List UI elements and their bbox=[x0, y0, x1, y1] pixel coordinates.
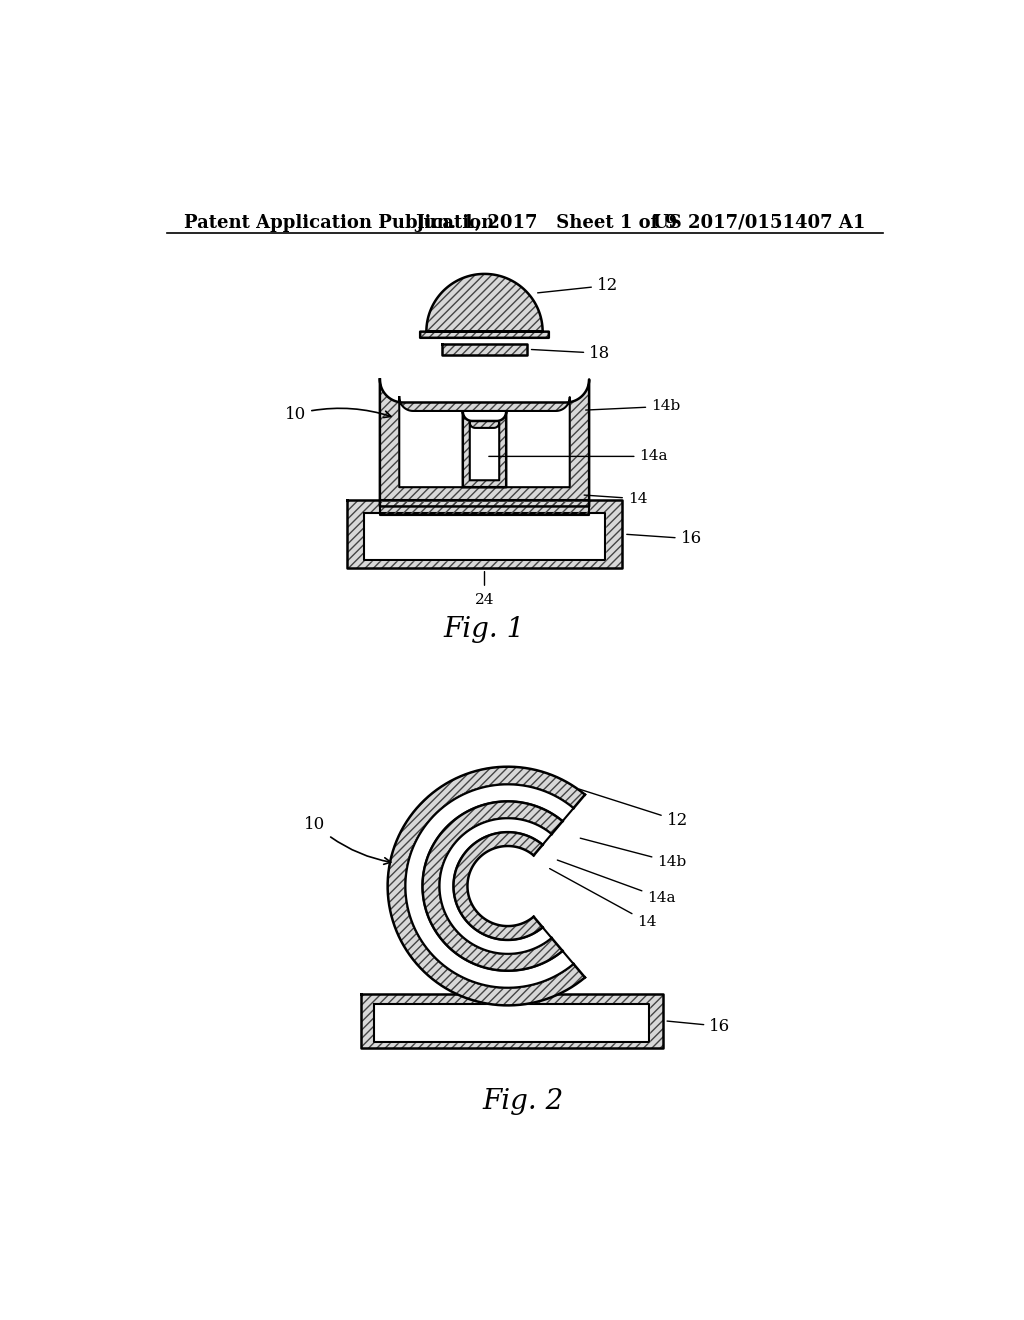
Text: 14: 14 bbox=[550, 869, 656, 929]
Polygon shape bbox=[380, 500, 589, 515]
Polygon shape bbox=[423, 801, 562, 970]
Text: 16: 16 bbox=[667, 1018, 730, 1035]
Text: Patent Application Publication: Patent Application Publication bbox=[183, 214, 494, 232]
Text: US 2017/0151407 A1: US 2017/0151407 A1 bbox=[653, 214, 866, 232]
Polygon shape bbox=[360, 994, 663, 1048]
Polygon shape bbox=[399, 397, 569, 487]
Polygon shape bbox=[388, 767, 585, 1006]
Polygon shape bbox=[406, 784, 573, 987]
Polygon shape bbox=[420, 275, 549, 338]
Polygon shape bbox=[346, 500, 623, 568]
Polygon shape bbox=[380, 379, 589, 507]
Polygon shape bbox=[468, 846, 534, 927]
Polygon shape bbox=[439, 818, 552, 954]
Text: Fig. 2: Fig. 2 bbox=[482, 1088, 564, 1115]
Text: 16: 16 bbox=[627, 531, 701, 548]
Polygon shape bbox=[364, 513, 605, 561]
Text: Fig. 1: Fig. 1 bbox=[443, 615, 525, 643]
Text: 14a: 14a bbox=[488, 449, 668, 463]
Text: 18: 18 bbox=[531, 345, 610, 362]
Polygon shape bbox=[375, 1003, 649, 1041]
Text: 12: 12 bbox=[538, 277, 618, 294]
Polygon shape bbox=[470, 422, 500, 480]
Polygon shape bbox=[454, 832, 543, 940]
Polygon shape bbox=[463, 412, 506, 487]
Text: 10: 10 bbox=[304, 816, 391, 865]
Text: 14b: 14b bbox=[581, 838, 686, 869]
Text: 24: 24 bbox=[475, 594, 495, 607]
Text: 10: 10 bbox=[285, 405, 391, 422]
Polygon shape bbox=[442, 345, 527, 355]
Text: Jun. 1, 2017   Sheet 1 of 9: Jun. 1, 2017 Sheet 1 of 9 bbox=[415, 214, 677, 232]
Text: 14b: 14b bbox=[586, 400, 680, 413]
Text: 14: 14 bbox=[584, 492, 647, 506]
Text: 12: 12 bbox=[580, 789, 688, 829]
Text: 14a: 14a bbox=[557, 861, 676, 906]
